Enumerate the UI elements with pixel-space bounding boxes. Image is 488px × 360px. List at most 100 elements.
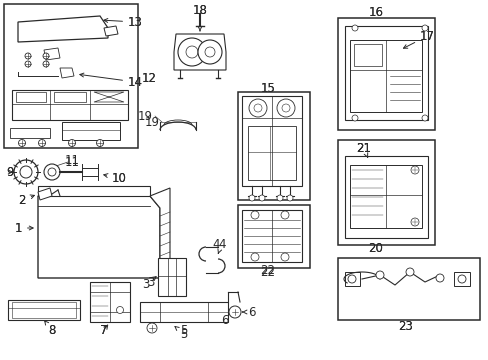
Text: 3: 3 — [147, 275, 155, 288]
Circle shape — [68, 139, 75, 147]
Text: 16: 16 — [368, 5, 383, 18]
Text: 12: 12 — [142, 72, 157, 85]
Text: 3: 3 — [142, 276, 156, 291]
Text: 10: 10 — [112, 171, 126, 184]
Text: 23: 23 — [398, 320, 412, 333]
Text: 11: 11 — [64, 153, 80, 166]
Text: 16: 16 — [368, 5, 383, 18]
Text: 9: 9 — [6, 166, 14, 179]
Text: 5: 5 — [175, 327, 187, 341]
Circle shape — [410, 218, 418, 226]
Polygon shape — [18, 16, 108, 42]
Circle shape — [198, 40, 222, 64]
Text: 4: 4 — [218, 238, 225, 253]
Polygon shape — [349, 165, 421, 228]
Text: 17: 17 — [419, 30, 434, 42]
Circle shape — [276, 99, 294, 117]
Polygon shape — [104, 26, 118, 36]
Polygon shape — [150, 188, 170, 268]
Text: 15: 15 — [260, 81, 275, 94]
Circle shape — [44, 164, 60, 180]
Text: 17: 17 — [403, 30, 434, 48]
Circle shape — [228, 306, 241, 318]
Text: 12: 12 — [142, 72, 157, 85]
Text: 10: 10 — [103, 171, 126, 184]
Circle shape — [25, 53, 31, 59]
Circle shape — [405, 268, 413, 276]
Circle shape — [253, 104, 262, 112]
Text: 18: 18 — [192, 4, 207, 17]
Circle shape — [435, 274, 443, 282]
Polygon shape — [38, 186, 150, 196]
Circle shape — [281, 211, 288, 219]
Text: 14: 14 — [128, 76, 142, 89]
Text: 14: 14 — [80, 73, 142, 89]
Circle shape — [48, 168, 56, 176]
Circle shape — [286, 195, 292, 201]
Polygon shape — [94, 92, 124, 102]
Circle shape — [281, 253, 288, 261]
Polygon shape — [12, 302, 76, 318]
Text: 20: 20 — [368, 242, 383, 255]
Circle shape — [96, 139, 103, 147]
Text: 1: 1 — [15, 221, 33, 234]
Circle shape — [282, 104, 289, 112]
Polygon shape — [242, 210, 302, 262]
Bar — [337, 140, 434, 245]
Text: 7: 7 — [100, 324, 107, 337]
Text: 22: 22 — [260, 266, 275, 279]
Text: 6: 6 — [242, 306, 255, 319]
Text: 21: 21 — [355, 141, 370, 154]
Circle shape — [276, 195, 283, 201]
Circle shape — [248, 195, 254, 201]
Polygon shape — [174, 34, 225, 70]
Bar — [238, 205, 309, 268]
Polygon shape — [10, 128, 50, 138]
Circle shape — [250, 253, 259, 261]
Bar — [238, 92, 309, 200]
Circle shape — [457, 275, 465, 283]
Text: 18: 18 — [192, 4, 207, 17]
Polygon shape — [345, 272, 359, 286]
Text: 1: 1 — [15, 221, 22, 234]
Polygon shape — [38, 196, 160, 278]
Polygon shape — [345, 156, 427, 238]
Circle shape — [20, 166, 32, 178]
Circle shape — [351, 115, 357, 121]
Circle shape — [39, 139, 45, 147]
Text: 8: 8 — [44, 321, 56, 337]
Circle shape — [250, 211, 259, 219]
Text: 21: 21 — [355, 141, 370, 154]
Polygon shape — [158, 258, 185, 296]
Text: 4: 4 — [212, 238, 219, 251]
Bar — [4, 4, 138, 148]
Polygon shape — [12, 90, 128, 120]
Bar — [337, 18, 434, 130]
Polygon shape — [247, 126, 295, 180]
Polygon shape — [16, 92, 46, 102]
Circle shape — [204, 47, 215, 57]
Text: 13: 13 — [128, 15, 142, 28]
Text: 7: 7 — [100, 324, 107, 337]
Polygon shape — [140, 302, 227, 322]
Circle shape — [259, 195, 264, 201]
Circle shape — [375, 271, 383, 279]
Polygon shape — [90, 282, 130, 322]
Text: 19: 19 — [138, 109, 153, 122]
Circle shape — [410, 166, 418, 174]
Text: 11: 11 — [64, 156, 80, 168]
Text: 2: 2 — [19, 194, 26, 207]
Circle shape — [248, 99, 266, 117]
Circle shape — [116, 306, 123, 314]
Circle shape — [147, 323, 157, 333]
Text: 19: 19 — [145, 116, 160, 129]
Text: 20: 20 — [368, 242, 383, 255]
Polygon shape — [345, 26, 427, 120]
Text: 15: 15 — [260, 81, 275, 94]
Bar — [337, 258, 479, 320]
Polygon shape — [353, 44, 381, 66]
Polygon shape — [242, 96, 302, 186]
Text: 13: 13 — [103, 15, 142, 28]
Text: 21: 21 — [355, 141, 370, 157]
Circle shape — [43, 53, 49, 59]
